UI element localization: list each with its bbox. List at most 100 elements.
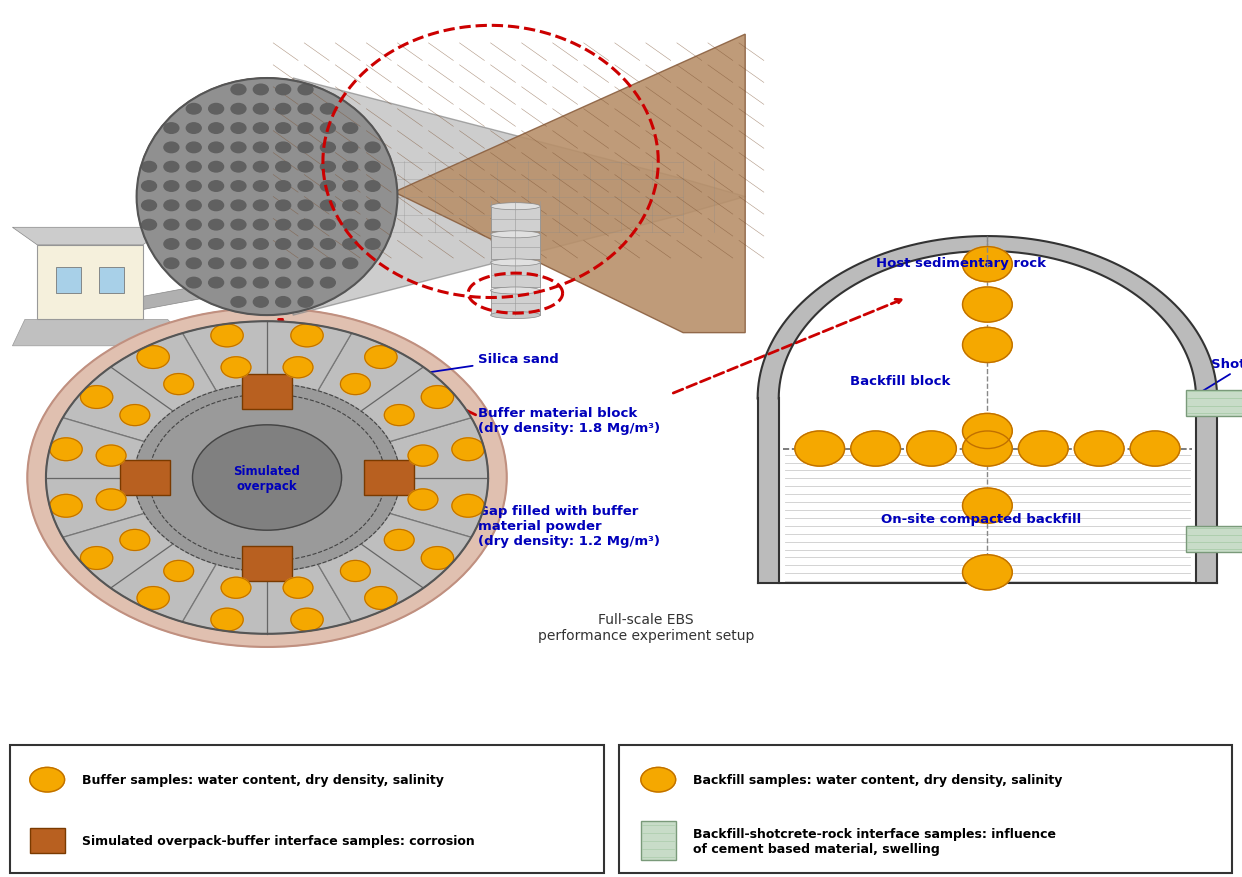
Circle shape (320, 220, 335, 231)
Text: Shotcrete: Shotcrete (1190, 358, 1242, 399)
Circle shape (365, 220, 380, 231)
Text: Backfill-shotcrete-rock interface samples: influence
of cement based material, s: Backfill-shotcrete-rock interface sample… (693, 827, 1056, 855)
Ellipse shape (491, 288, 540, 295)
Circle shape (209, 182, 224, 192)
Circle shape (276, 259, 291, 269)
Circle shape (193, 425, 342, 531)
Circle shape (320, 143, 335, 153)
Circle shape (320, 124, 335, 134)
Circle shape (298, 297, 313, 308)
Circle shape (340, 374, 370, 396)
Circle shape (221, 357, 251, 378)
Circle shape (186, 182, 201, 192)
Circle shape (96, 489, 125, 510)
Circle shape (452, 438, 484, 461)
Circle shape (186, 104, 201, 115)
Circle shape (276, 85, 291, 96)
Polygon shape (137, 259, 348, 311)
Circle shape (298, 239, 313, 250)
Wedge shape (183, 478, 351, 634)
Circle shape (320, 104, 335, 115)
Circle shape (253, 124, 268, 134)
Circle shape (142, 162, 156, 173)
Circle shape (120, 405, 150, 426)
Text: Buffer material block
(dry density: 1.8 Mg/m³): Buffer material block (dry density: 1.8 … (350, 407, 661, 435)
Circle shape (298, 104, 313, 115)
Polygon shape (293, 79, 745, 316)
Wedge shape (267, 478, 471, 622)
Wedge shape (63, 478, 267, 622)
Circle shape (211, 609, 243, 631)
Circle shape (963, 555, 1012, 590)
Circle shape (164, 143, 179, 153)
Circle shape (209, 104, 224, 115)
Circle shape (209, 239, 224, 250)
Circle shape (209, 143, 224, 153)
Circle shape (164, 182, 179, 192)
FancyBboxPatch shape (56, 267, 81, 294)
Circle shape (231, 182, 246, 192)
Circle shape (209, 162, 224, 173)
Circle shape (231, 259, 246, 269)
Circle shape (283, 357, 313, 378)
Circle shape (298, 278, 313, 289)
Circle shape (365, 182, 380, 192)
Circle shape (221, 578, 251, 599)
Bar (30, 829, 65, 853)
Circle shape (253, 143, 268, 153)
Circle shape (1074, 431, 1124, 467)
Circle shape (253, 162, 268, 173)
Wedge shape (183, 322, 351, 478)
FancyBboxPatch shape (37, 246, 143, 320)
FancyBboxPatch shape (99, 267, 124, 294)
Circle shape (298, 124, 313, 134)
Text: Backfill samples: water content, dry density, salinity: Backfill samples: water content, dry den… (693, 774, 1062, 787)
Circle shape (452, 495, 484, 517)
Bar (641, 822, 676, 860)
Text: Host sedimentary rock: Host sedimentary rock (876, 257, 1046, 269)
Circle shape (120, 530, 150, 551)
Circle shape (1018, 431, 1068, 467)
Circle shape (137, 346, 169, 369)
Polygon shape (12, 320, 193, 346)
Circle shape (384, 405, 414, 426)
Circle shape (209, 259, 224, 269)
Circle shape (164, 124, 179, 134)
Circle shape (276, 124, 291, 134)
Circle shape (291, 609, 323, 631)
Circle shape (343, 239, 358, 250)
Circle shape (186, 124, 201, 134)
Circle shape (253, 201, 268, 211)
Circle shape (365, 239, 380, 250)
Circle shape (231, 85, 246, 96)
Ellipse shape (491, 312, 540, 319)
Circle shape (186, 162, 201, 173)
Circle shape (186, 278, 201, 289)
Circle shape (81, 386, 113, 409)
Polygon shape (12, 228, 168, 246)
Circle shape (27, 309, 507, 647)
Circle shape (298, 182, 313, 192)
Circle shape (142, 201, 156, 211)
Circle shape (137, 587, 169, 610)
Circle shape (963, 328, 1012, 363)
Wedge shape (63, 334, 267, 478)
Circle shape (365, 143, 380, 153)
Text: Gap filled with buffer
material powder
(dry density: 1.2 Mg/m³): Gap filled with buffer material powder (… (340, 505, 661, 547)
Circle shape (253, 182, 268, 192)
Circle shape (164, 239, 179, 250)
Circle shape (46, 322, 488, 634)
Bar (619, 745, 1232, 873)
Ellipse shape (491, 203, 540, 210)
Circle shape (963, 414, 1012, 449)
Circle shape (283, 578, 313, 599)
Circle shape (186, 143, 201, 153)
Circle shape (209, 124, 224, 134)
Circle shape (134, 384, 400, 572)
Circle shape (320, 162, 335, 173)
Circle shape (164, 201, 179, 211)
Text: Simulated
overpack: Simulated overpack (233, 464, 301, 492)
Circle shape (211, 324, 243, 347)
Circle shape (231, 124, 246, 134)
Circle shape (343, 259, 358, 269)
